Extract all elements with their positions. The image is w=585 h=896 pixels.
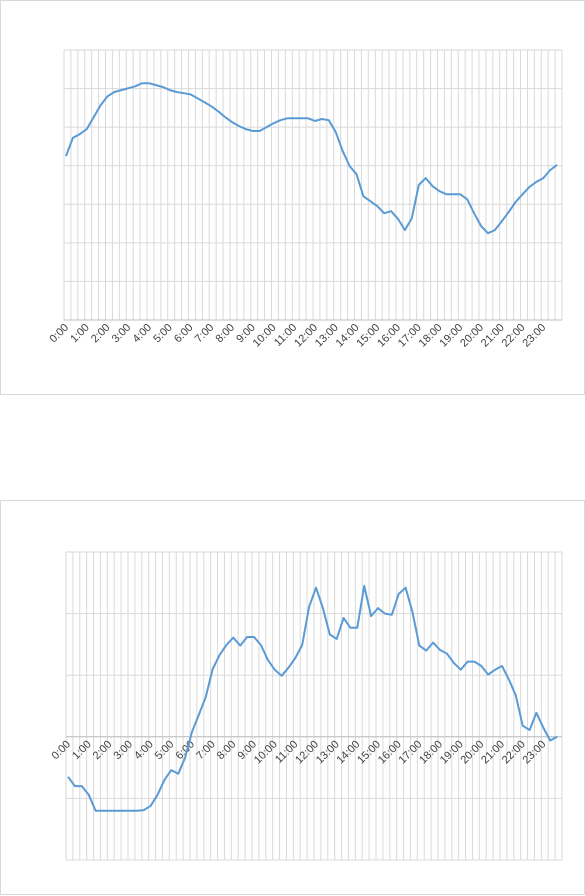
data-line [67,584,558,812]
data-line [65,82,558,235]
chart-frame [0,500,585,895]
